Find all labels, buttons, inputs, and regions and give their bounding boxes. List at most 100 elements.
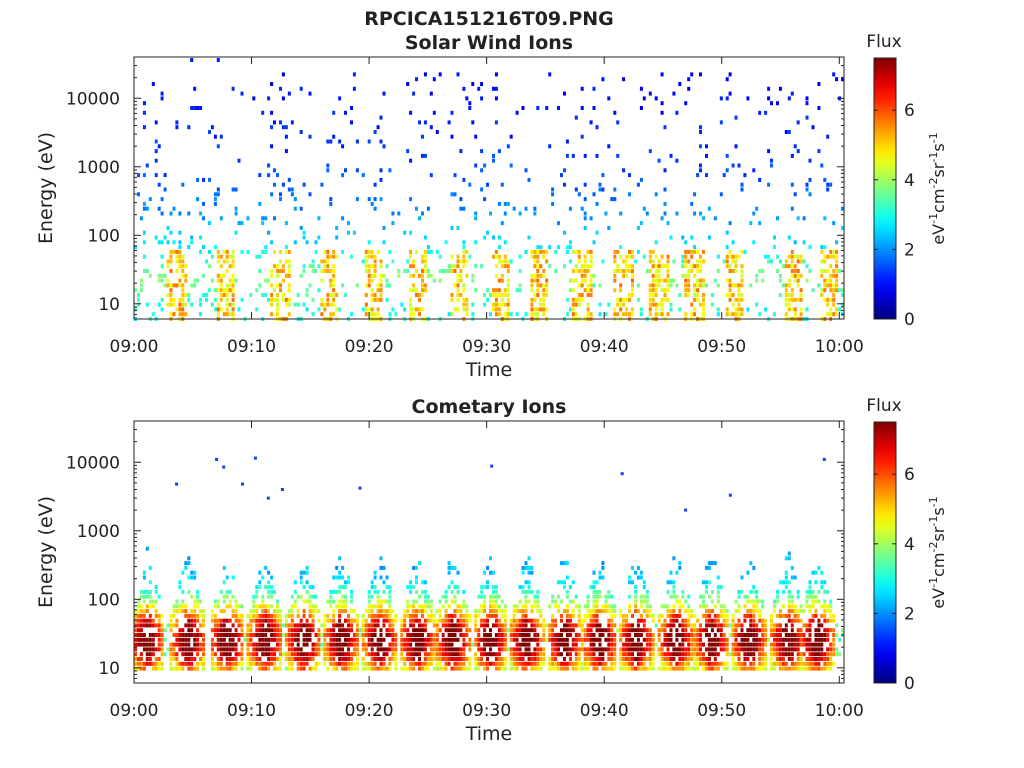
flux-cell [284,221,288,226]
flux-cell [524,618,528,623]
flux-cell [370,657,374,661]
flux-cell [172,297,176,302]
flux-cell [358,633,362,637]
flux-cell [577,254,581,259]
flux-cell [225,661,229,666]
flux-cell [707,580,711,585]
flux-cell [583,264,587,269]
flux-cell [722,604,726,609]
flux-cell [240,628,244,633]
flux-cell [314,594,318,599]
flux-cell [835,283,839,288]
flux-cell [610,647,614,652]
flux-cell [480,149,484,154]
flux-cell [326,666,330,671]
flux-cell [699,278,702,283]
flux-cell [364,642,368,647]
flux-cell [817,618,821,623]
flux-cell [524,633,528,637]
flux-cell [350,599,353,604]
flux-cell [512,633,516,637]
flux-cell [675,283,679,288]
flux-cell [435,666,439,671]
flux-cell [311,652,315,657]
flux-cell [536,661,540,666]
flux-cell [781,642,785,647]
flux-cell [459,206,463,211]
flux-cell [462,86,466,91]
flux-cell [376,249,380,254]
flux-cell [332,642,336,647]
flux-cell [752,604,756,609]
flux-cell [589,273,593,278]
flux-cell [568,206,572,211]
flux-cell [237,618,241,623]
flux-cell [796,269,800,273]
flux-cell [684,240,688,245]
flux-cell [506,312,510,317]
flux-cell [716,594,720,599]
flux-cell [666,278,670,283]
flux-cell [672,647,676,652]
flux-cell [625,307,629,312]
flux-cell [418,647,421,652]
flux-cell [518,642,522,647]
flux-cell [625,637,629,642]
flux-cell [270,273,274,278]
flux-cell [137,192,140,197]
flux-cell [240,657,244,661]
flux-cell [379,168,383,173]
flux-cell [728,254,732,259]
flux-cell [320,182,324,187]
flux-cell [548,72,552,77]
flux-cell [311,623,315,628]
flux-cell [518,628,522,633]
flux-cell [137,633,140,637]
flux-cell [216,259,220,264]
flux-cell [823,259,827,264]
flux-cell [302,182,306,187]
flux-cell [370,613,374,618]
flux-cell [486,618,489,623]
flux-cell [702,283,705,288]
flux-cell [347,623,350,628]
flux-cell [279,628,282,633]
flux-cell [758,609,762,614]
flux-cell [746,96,750,101]
flux-cell [213,652,217,657]
flux-cell [781,589,785,594]
flux-cell [645,637,649,642]
flux-cell [731,312,735,317]
flux-cell [586,264,590,269]
flux-cell [199,657,203,661]
flux-cell [423,264,427,269]
flux-cell [350,120,353,125]
flux-cell [568,585,572,590]
flux-cell [219,642,223,647]
flux-cell [376,283,380,288]
flux-cell [580,86,584,91]
flux-cell [586,666,590,671]
flux-cell [299,570,303,575]
flux-cell [639,652,643,657]
flux-cell [139,661,143,666]
flux-cell [778,647,782,652]
flux-cell [142,101,146,106]
flux-cell [243,633,247,637]
flux-cell [494,307,498,312]
flux-cell [539,652,543,657]
flux-cell [373,206,377,211]
flux-cell [699,633,702,637]
flux-cell [560,599,563,604]
flux-cell [222,580,226,585]
flux-cell [503,666,507,671]
flux-cell [746,628,750,633]
flux-cell [415,642,418,647]
flux-cell [598,657,602,661]
flux-cell [293,240,297,245]
flux-cell [382,647,386,652]
flux-cell [601,565,605,570]
flux-cell [503,647,507,652]
flux-cell [586,594,590,599]
flux-cell [725,618,729,623]
